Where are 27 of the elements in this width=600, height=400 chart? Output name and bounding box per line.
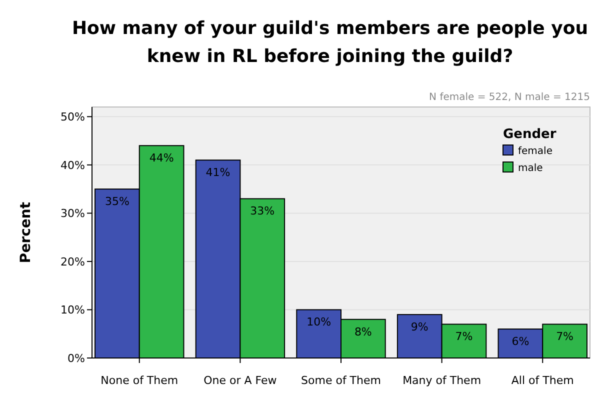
legend-title: Gender [503,127,557,142]
data-label: 8% [354,325,372,338]
chart-title: How many of your guild's members are people you knew in RL before joining the guild? [72,18,588,67]
legend-label: male [518,163,543,174]
data-label: 41% [206,166,230,180]
y-tick-label: 40% [60,158,85,172]
data-label: 9% [410,320,428,334]
data-label: 44% [149,152,174,165]
y-tick-label: 0% [68,352,85,365]
data-label: 7% [455,330,473,344]
legend-label: female [518,146,552,157]
data-label: 7% [556,330,574,344]
x-tick-label: Many of Them [402,374,482,387]
x-tick-label: Some of Them [301,374,381,387]
data-label: 10% [306,316,332,329]
x-tick-label: One or A Few [204,374,277,387]
x-tick-label: None of Them [100,374,178,387]
y-tick-label: 20% [60,255,85,268]
data-label: 33% [250,204,275,218]
text: N female = 522, N male = 1215 [429,92,590,103]
y-tick-label: 50% [60,110,85,124]
x-tick-label: All of Them [511,374,574,387]
data-label: 6% [512,335,530,348]
y-tick-label: 10% [60,304,85,317]
y-tick-label: 30% [60,207,85,220]
y-axis-title: Percent [18,202,34,264]
data-label: 35% [104,195,130,208]
